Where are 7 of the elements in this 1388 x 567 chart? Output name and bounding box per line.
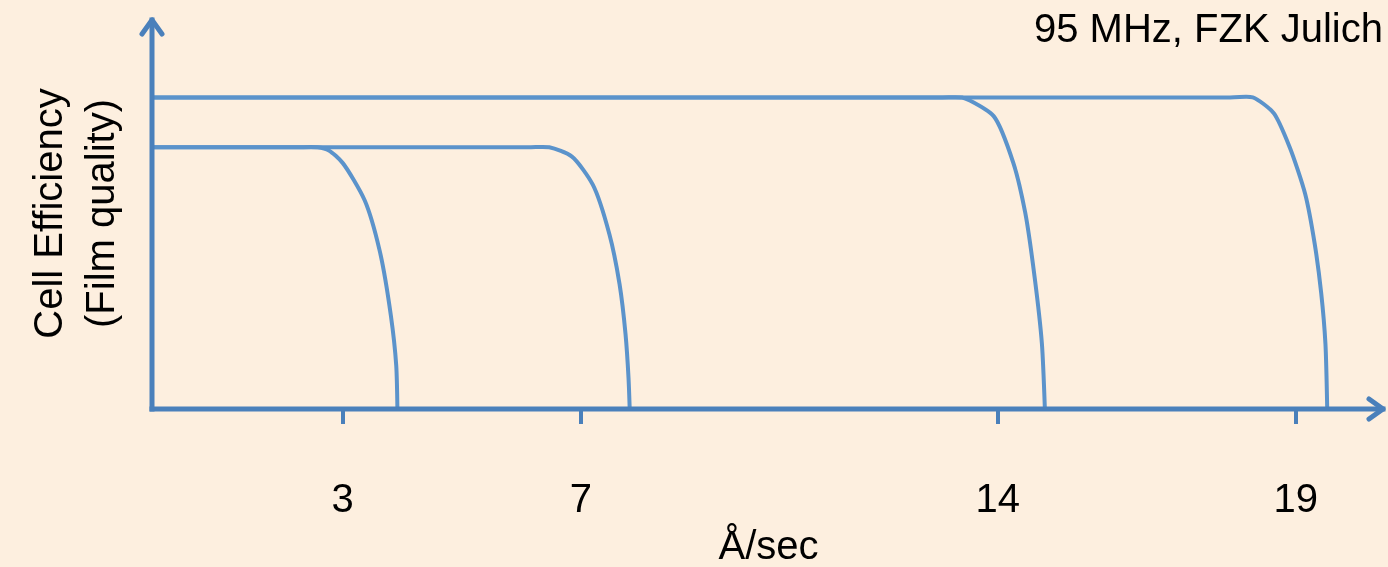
text: 95 MHz, FZK Julich <box>1034 6 1383 50</box>
x-tick-label: 19 <box>1273 476 1318 520</box>
x-tick-label: 14 <box>975 476 1021 520</box>
x-axis-title: Å/sec <box>718 523 819 567</box>
x-tick-label: 7 <box>569 476 592 520</box>
y-axis-title: Cell Efficiency (Film quality) <box>25 88 122 339</box>
x-tick-label: 3 <box>331 476 354 520</box>
